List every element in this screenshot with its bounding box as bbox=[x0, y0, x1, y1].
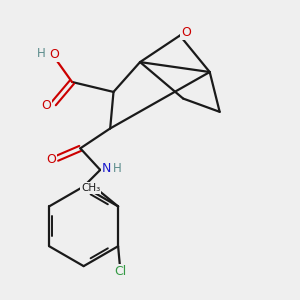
Text: O: O bbox=[49, 48, 59, 61]
Text: Cl: Cl bbox=[114, 265, 127, 278]
Text: H: H bbox=[37, 47, 46, 60]
Text: O: O bbox=[41, 99, 51, 112]
Text: CH₃: CH₃ bbox=[81, 183, 100, 193]
Text: O: O bbox=[46, 154, 56, 166]
Text: N: N bbox=[101, 162, 111, 175]
Text: O: O bbox=[181, 26, 191, 39]
Text: H: H bbox=[113, 162, 122, 175]
